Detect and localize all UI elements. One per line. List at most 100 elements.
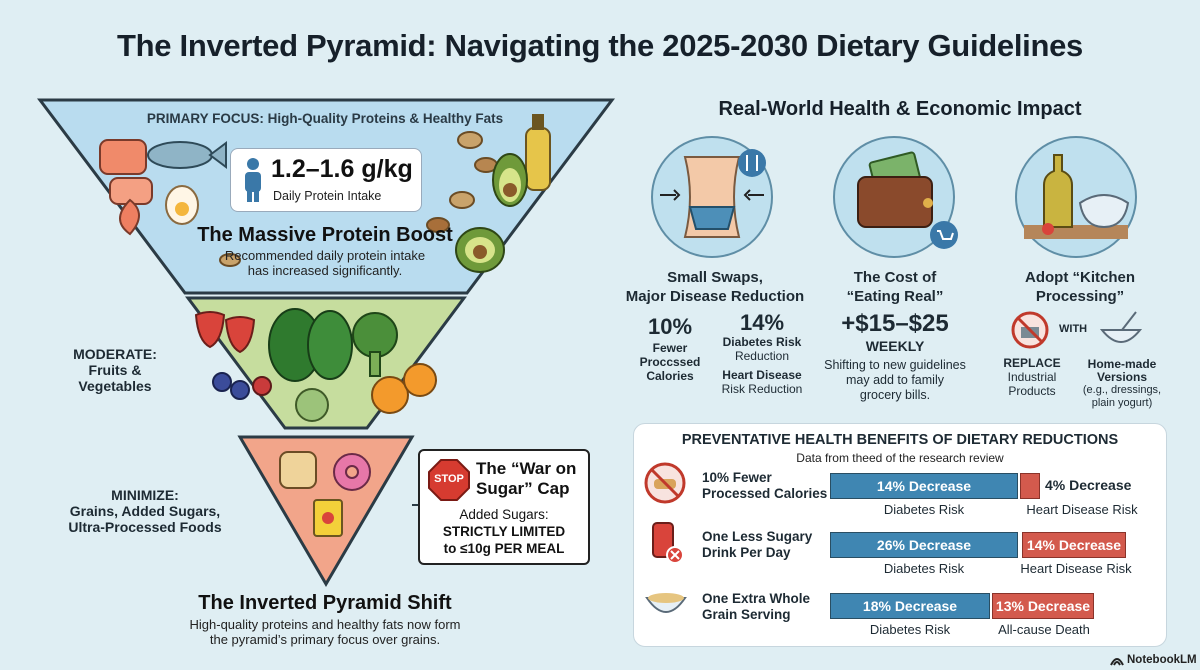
person-icon bbox=[245, 158, 261, 202]
benefits-panel: PREVENTATIVE HEALTH BENEFITS OF DIETARY … bbox=[633, 423, 1167, 647]
olive-oil-icon bbox=[525, 114, 551, 191]
grain-bowl-icon bbox=[645, 593, 687, 613]
salmon-icon bbox=[99, 139, 153, 236]
moderate-line: MODERATE: bbox=[73, 346, 157, 362]
minimize-line: Ultra-Processed Foods bbox=[68, 519, 222, 535]
homemade-line: Versions bbox=[1096, 370, 1148, 384]
shift-desc-line: High-quality proteins and healthy fats n… bbox=[189, 617, 461, 632]
sugar-cap-line: Added Sugars: bbox=[459, 507, 549, 522]
heart-disease-line: Heart Disease bbox=[722, 368, 802, 382]
bar-diabetes-row3: 18% Decrease bbox=[830, 593, 990, 619]
protein-caption: Daily Protein Intake bbox=[273, 189, 382, 203]
homemade-line: Home-made bbox=[1087, 357, 1157, 371]
with-label: WITH bbox=[1059, 323, 1088, 335]
stat-14-caption: Diabetes Risk Reduction bbox=[712, 335, 812, 363]
no-factory-icon bbox=[1011, 311, 1049, 349]
sugar-cap-title: The “War on Sugar” Cap bbox=[476, 459, 576, 499]
notebooklm-logo-icon bbox=[1110, 658, 1124, 666]
waist-icon bbox=[651, 136, 773, 258]
col3-title: Adopt “Kitchen Processing” bbox=[1000, 268, 1160, 306]
col2-title: The Cost of “Eating Real” bbox=[820, 268, 970, 306]
bar-caption: Diabetes Risk bbox=[883, 561, 965, 576]
wallet-icon bbox=[833, 136, 958, 258]
cost-value: +$15–$25 bbox=[841, 310, 949, 337]
col3-title-line: Adopt “Kitchen bbox=[1025, 269, 1135, 286]
sugar-cap-text: Added Sugars: STRICTLY LIMITED to ≤10g P… bbox=[420, 506, 588, 557]
sugar-cap-callout: STOP The “War on Sugar” Cap Added Sugars… bbox=[418, 449, 590, 565]
benefits-heading: PREVENTATIVE HEALTH BENEFITS OF DIETARY … bbox=[681, 432, 1119, 448]
nuts-icon bbox=[219, 131, 498, 267]
protein-boost-desc-line: has increased significantly. bbox=[247, 263, 403, 278]
bar-caption: Diabetes Risk bbox=[883, 502, 965, 517]
brand-label: NotebookLM bbox=[1127, 654, 1197, 666]
stat-10-line: Proccssed bbox=[639, 355, 701, 369]
chips-bag-icon bbox=[313, 499, 343, 537]
col1-title: Small Swaps, Major Disease Reduction bbox=[620, 268, 810, 306]
heart-disease-line: Risk Reduction bbox=[721, 382, 803, 396]
minimize-line: MINIMIZE: bbox=[111, 487, 179, 503]
sugar-cap-title-line: Sugar” Cap bbox=[476, 479, 570, 498]
spinach-icon bbox=[268, 308, 353, 382]
stop-sign-text: STOP bbox=[434, 473, 464, 485]
row-label-line: Drink Per Day bbox=[702, 545, 791, 560]
page-title: The Inverted Pyramid: Navigating the 202… bbox=[117, 28, 1083, 63]
donut-icon bbox=[333, 453, 371, 491]
kitchen-icon bbox=[1015, 136, 1137, 258]
cost-unit: WEEKLY bbox=[865, 338, 925, 354]
bar-death-row3: 13% Decrease bbox=[992, 593, 1094, 619]
shift-title: The Inverted Pyramid Shift bbox=[198, 592, 452, 614]
protein-boost-description: Recommended daily protein intake has inc… bbox=[180, 248, 470, 278]
moderate-label: MODERATE: Fruits & Vegetables bbox=[55, 346, 175, 394]
bar-caption: Heart Disease Risk bbox=[1026, 502, 1138, 517]
moderate-line: Vegetables bbox=[78, 378, 152, 394]
sugar-cap-title-line: The “War on bbox=[476, 459, 577, 478]
protein-boost-desc-line: Recommended daily protein intake bbox=[224, 248, 426, 263]
whisk-bowl-icon bbox=[1099, 311, 1143, 343]
bread-icon bbox=[279, 451, 317, 489]
row-label-line: Grain Serving bbox=[702, 607, 791, 622]
strawberry-icon bbox=[194, 311, 256, 354]
replace-line: REPLACE bbox=[1003, 356, 1061, 370]
col3-title-line: Processing” bbox=[1035, 288, 1125, 305]
stat-14-value: 14% bbox=[739, 310, 785, 335]
cost-desc-line: grocery bills. bbox=[859, 388, 931, 402]
stop-sign-icon bbox=[428, 459, 470, 501]
orange-icon bbox=[371, 363, 437, 414]
col1-title-line: Small Swaps, bbox=[667, 269, 763, 286]
impact-heading: Real-World Health & Economic Impact bbox=[718, 98, 1082, 120]
primary-focus-label: PRIMARY FOCUS: High-Quality Proteins & H… bbox=[146, 111, 504, 126]
broccoli-icon bbox=[352, 312, 398, 377]
cost-description: Shifting to new guidelines may add to fa… bbox=[810, 358, 980, 403]
row-label: 10% Fewer Processed Calories bbox=[702, 470, 827, 502]
stat-10-line: Fewer bbox=[652, 341, 688, 355]
benefits-subheading: Data from theed of the research review bbox=[796, 451, 1004, 465]
heart-disease-caption: Heart Disease Risk Reduction bbox=[712, 368, 812, 396]
bar-heart-row2: 14% Decrease bbox=[1022, 532, 1126, 558]
cost-desc-line: may add to family bbox=[846, 373, 944, 387]
replace-line: Industrial bbox=[1007, 370, 1057, 384]
col2-title-line: “Eating Real” bbox=[846, 288, 944, 305]
row-label: One Extra Whole Grain Serving bbox=[702, 591, 810, 623]
bar-caption: Diabetes Risk bbox=[869, 622, 951, 637]
soda-can-icon bbox=[652, 522, 684, 564]
berries-icon bbox=[212, 372, 272, 400]
stat-10-value: 10% bbox=[647, 314, 693, 339]
bar-diabetes-row1: 14% Decrease bbox=[830, 473, 1018, 499]
bar-heart-row1 bbox=[1020, 473, 1040, 499]
moderate-line: Fruits & bbox=[88, 362, 142, 378]
homemade-caption: Home-made Versions (e.g., dressings, pla… bbox=[1072, 358, 1172, 410]
protein-intake-card: 1.2–1.6 g/kg Daily Protein Intake bbox=[230, 148, 422, 212]
cost-desc-line: Shifting to new guidelines bbox=[824, 358, 966, 372]
avocado-icon bbox=[455, 153, 528, 273]
stat-14-line: Diabetes Risk bbox=[722, 335, 802, 349]
row-label-line: 10% Fewer bbox=[702, 470, 772, 485]
shift-description: High-quality proteins and healthy fats n… bbox=[140, 617, 510, 647]
sugar-cap-line: STRICTLY LIMITED bbox=[442, 524, 566, 539]
homemade-line: (e.g., dressings, bbox=[1082, 384, 1162, 396]
sugar-cap-line: to ≤10g PER MEAL bbox=[443, 541, 565, 556]
no-burger-icon bbox=[644, 462, 686, 504]
replace-line: Products bbox=[1008, 384, 1056, 398]
replace-caption: REPLACE Industrial Products bbox=[992, 356, 1072, 398]
stat-10-line: Calories bbox=[646, 369, 694, 383]
homemade-line: plain yogurt) bbox=[1091, 397, 1153, 409]
